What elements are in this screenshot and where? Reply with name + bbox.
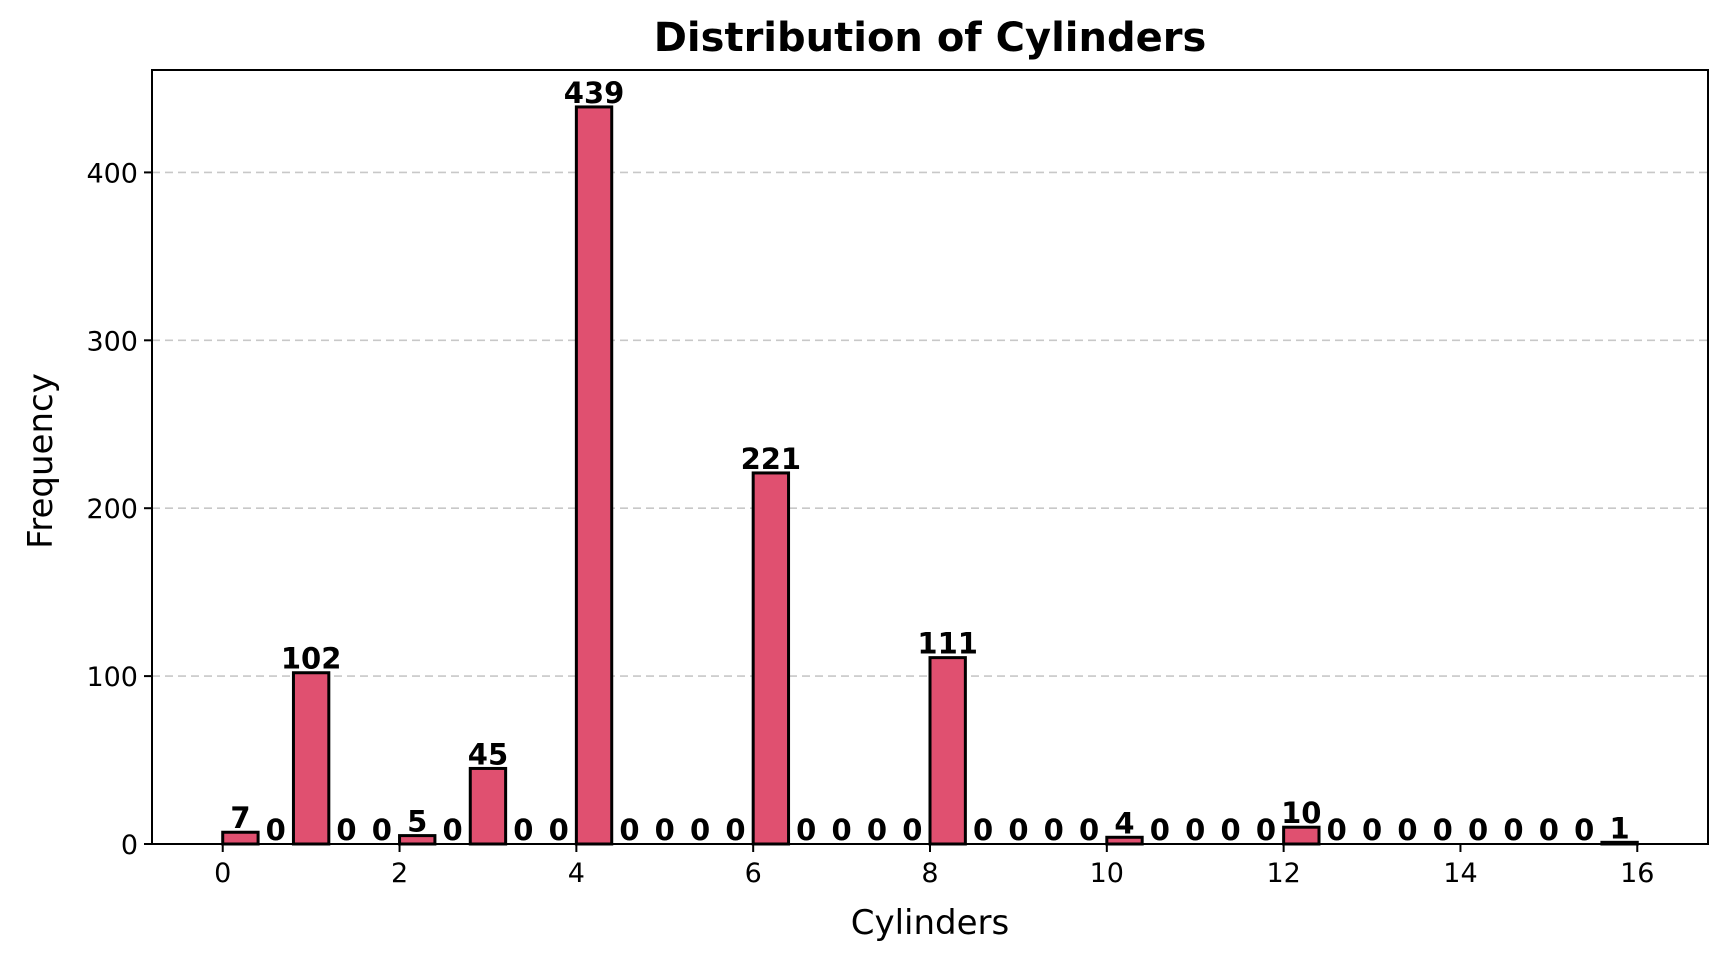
bars-group bbox=[221, 105, 1639, 846]
bar-value-label: 0 bbox=[1539, 813, 1559, 847]
bar-value-label: 0 bbox=[336, 813, 356, 847]
bar-value-label: 0 bbox=[867, 813, 887, 847]
bar-value-label: 7 bbox=[230, 801, 250, 835]
x-axis-ticks: 0 2 4 6 8 10 12 14 16 bbox=[214, 844, 1654, 889]
x-tick-label: 10 bbox=[1090, 858, 1124, 889]
x-tick-label: 6 bbox=[745, 858, 762, 889]
bar-value-label: 10 bbox=[1281, 796, 1321, 830]
bar-value-label: 0 bbox=[1327, 813, 1347, 847]
bar-value-label: 0 bbox=[1220, 813, 1240, 847]
histogram-bar bbox=[468, 766, 508, 846]
bar-value-label: 5 bbox=[407, 805, 427, 839]
bar-value-label: 0 bbox=[655, 813, 675, 847]
histogram-bar bbox=[751, 471, 791, 846]
x-tick-label: 12 bbox=[1266, 858, 1300, 889]
bar-value-label: 0 bbox=[513, 813, 533, 847]
x-tick-label: 16 bbox=[1620, 858, 1654, 889]
x-tick-label: 0 bbox=[214, 858, 231, 889]
chart-title: Distribution of Cylinders bbox=[654, 15, 1207, 61]
bar-value-label: 4 bbox=[1114, 806, 1134, 840]
bar-value-label: 0 bbox=[725, 813, 745, 847]
y-tick-label: 100 bbox=[86, 662, 138, 693]
y-axis-ticks: 0 100 200 300 400 bbox=[86, 158, 152, 861]
bar-value-label: 0 bbox=[1044, 813, 1064, 847]
x-tick-label: 2 bbox=[391, 858, 408, 889]
bar-value-label: 0 bbox=[1185, 813, 1205, 847]
x-axis-label: Cylinders bbox=[851, 903, 1010, 943]
bar-value-label: 45 bbox=[468, 737, 508, 771]
bar-value-label: 439 bbox=[564, 76, 625, 110]
x-tick-label: 4 bbox=[568, 858, 585, 889]
bar-value-label: 0 bbox=[1362, 813, 1382, 847]
bar-value-label: 0 bbox=[1079, 813, 1099, 847]
x-tick-label: 8 bbox=[921, 858, 938, 889]
bar-value-label: 221 bbox=[741, 442, 802, 476]
bar-value-label: 0 bbox=[442, 813, 462, 847]
bar-value-label: 0 bbox=[1008, 813, 1028, 847]
bar-value-label: 0 bbox=[1433, 813, 1453, 847]
y-axis-label: Frequency bbox=[21, 373, 61, 549]
bar-value-label: 111 bbox=[917, 627, 978, 661]
bar-value-label: 0 bbox=[1256, 813, 1276, 847]
grid-lines bbox=[152, 171, 1708, 677]
y-tick-label: 400 bbox=[86, 158, 138, 189]
histogram-bar bbox=[291, 671, 331, 846]
bar-value-label: 0 bbox=[1574, 813, 1594, 847]
histogram-bar bbox=[574, 105, 614, 846]
bar-value-label: 1 bbox=[1609, 811, 1629, 845]
bar-value-label: 0 bbox=[831, 813, 851, 847]
bar-value-label: 0 bbox=[619, 813, 639, 847]
bar-value-label: 0 bbox=[1468, 813, 1488, 847]
bar-value-label: 0 bbox=[973, 813, 993, 847]
bar-value-label: 0 bbox=[266, 813, 286, 847]
bar-value-label: 0 bbox=[1397, 813, 1417, 847]
bar-value-label: 0 bbox=[1503, 813, 1523, 847]
y-tick-label: 200 bbox=[86, 494, 138, 525]
bar-value-label: 0 bbox=[796, 813, 816, 847]
bar-value-label: 102 bbox=[281, 642, 342, 676]
x-tick-label: 14 bbox=[1443, 858, 1477, 889]
histogram-bar bbox=[928, 656, 967, 846]
bar-value-label: 0 bbox=[1150, 813, 1170, 847]
bar-value-label: 0 bbox=[902, 813, 922, 847]
bar-value-label: 0 bbox=[690, 813, 710, 847]
bar-value-label: 0 bbox=[549, 813, 569, 847]
y-tick-label: 0 bbox=[121, 830, 138, 861]
y-tick-label: 300 bbox=[86, 326, 138, 357]
bar-value-label: 0 bbox=[372, 813, 392, 847]
